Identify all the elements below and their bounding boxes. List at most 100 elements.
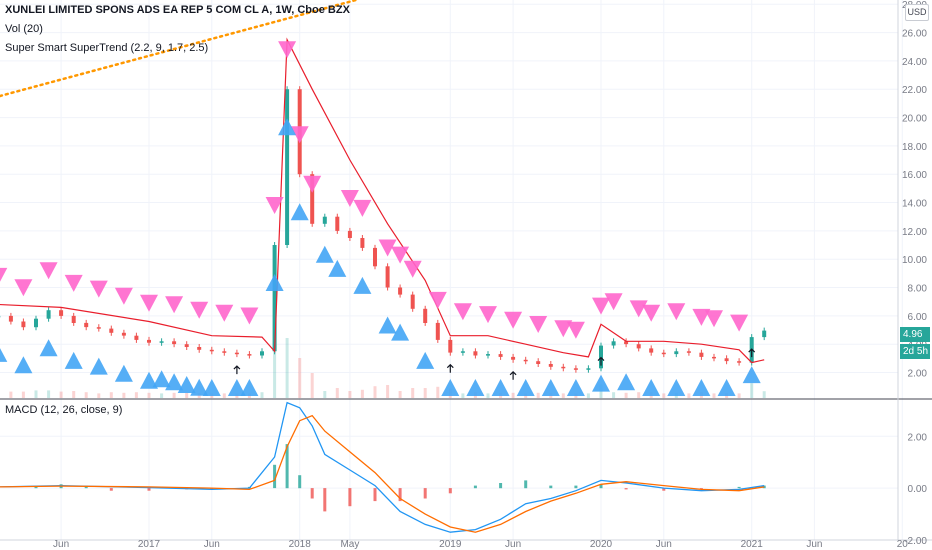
price-candle xyxy=(712,356,716,359)
sell-signal xyxy=(604,293,623,311)
arrow-marker xyxy=(233,365,241,375)
sell-signal xyxy=(278,41,297,59)
price-tick-label: 12.00 xyxy=(902,227,927,238)
sell-signal xyxy=(340,190,359,207)
volume-bar xyxy=(511,392,515,398)
volume-bar xyxy=(59,391,63,398)
time-tick-label: Jun xyxy=(204,539,220,550)
price-candle xyxy=(724,358,729,362)
buy-signal xyxy=(278,118,297,136)
macd-histogram-bar xyxy=(34,486,38,489)
volume-bar xyxy=(461,393,465,398)
volume-bar xyxy=(298,358,302,398)
price-tick-label: 20.00 xyxy=(902,114,927,125)
macd-line xyxy=(0,401,765,533)
volume-legend[interactable]: Vol (20) xyxy=(5,23,43,35)
price-candle xyxy=(322,216,327,224)
price-candle xyxy=(498,354,503,357)
supertrend-legend[interactable]: Super Smart SuperTrend (2.2, 9, 1.7, 2.5… xyxy=(5,42,209,54)
buy-signal xyxy=(114,364,133,382)
price-candle xyxy=(59,310,64,316)
volume-bar xyxy=(97,393,101,398)
price-candle xyxy=(548,364,553,367)
macd-histogram-bar xyxy=(147,488,151,491)
sell-signal xyxy=(391,246,410,264)
volume-bar xyxy=(310,373,314,398)
volume-bar xyxy=(348,391,352,398)
macd-legend[interactable]: MACD (12, 26, close, 9) xyxy=(5,404,123,416)
volume-bar xyxy=(750,383,754,398)
volume-bar xyxy=(737,393,741,398)
time-tick-label: 2017 xyxy=(138,539,161,550)
volume-bar xyxy=(637,392,641,398)
sell-signal xyxy=(140,294,158,312)
price-tick-label: 14.00 xyxy=(902,199,927,210)
price-candle xyxy=(34,318,38,328)
price-candle xyxy=(247,354,252,356)
price-candle xyxy=(46,310,51,319)
chart-title: XUNLEI LIMITED SPONS ADS EA REP 5 COM CL… xyxy=(5,4,350,16)
price-candle xyxy=(523,359,528,362)
volume-bar xyxy=(172,392,176,398)
sell-signal xyxy=(428,291,447,309)
buy-signal xyxy=(14,356,33,374)
buy-signal xyxy=(315,245,334,263)
time-tick-label: 2018 xyxy=(289,539,312,550)
price-candle xyxy=(636,344,641,349)
volume-bar xyxy=(398,391,402,398)
macd-histogram-bar xyxy=(599,484,603,489)
volume-bar xyxy=(9,391,13,398)
price-tick-label: 10.00 xyxy=(902,255,927,266)
currency-badge[interactable]: USD xyxy=(905,4,929,21)
sell-signal xyxy=(692,308,711,326)
buy-signal xyxy=(516,379,535,396)
macd-histogram-bar xyxy=(737,486,741,489)
buy-signal xyxy=(642,379,661,396)
sell-signal xyxy=(479,306,497,324)
buy-signal xyxy=(240,379,259,396)
sell-signal xyxy=(0,267,8,282)
buy-signal xyxy=(290,203,309,221)
volume-bar xyxy=(84,392,88,398)
sell-signal xyxy=(215,304,234,322)
volume-bar xyxy=(72,391,76,398)
macd-histogram-bar xyxy=(323,488,327,512)
buy-signal xyxy=(165,373,184,391)
price-tick-label: 24.00 xyxy=(902,57,927,68)
price-candle xyxy=(486,354,490,356)
buy-signal xyxy=(391,323,410,341)
volume-bar xyxy=(386,385,390,398)
sell-signal xyxy=(14,279,33,297)
price-tick-label: 26.00 xyxy=(902,29,927,40)
price-candle xyxy=(159,341,164,343)
arrow-marker xyxy=(509,370,517,380)
sell-signal xyxy=(592,297,610,315)
volume-bar xyxy=(160,393,164,398)
macd-histogram-bar xyxy=(298,475,302,489)
buy-signal xyxy=(717,379,736,396)
macd-histogram-bar xyxy=(662,488,666,491)
time-tick-label: Jun xyxy=(505,539,521,550)
buy-signal xyxy=(466,379,485,396)
volume-bar xyxy=(222,393,226,398)
sell-signal xyxy=(64,274,83,292)
price-candle xyxy=(473,351,478,356)
sell-signal xyxy=(39,262,58,280)
volume-bar xyxy=(586,393,590,398)
sell-signal xyxy=(190,301,209,319)
volume-bar xyxy=(561,393,565,398)
volume-bar xyxy=(285,338,289,398)
price-tick-label: 2.00 xyxy=(908,369,928,380)
price-tick-label: 22.00 xyxy=(902,85,927,96)
macd-histogram-bar xyxy=(448,488,452,494)
price-candle xyxy=(373,247,377,267)
sell-signal xyxy=(403,260,422,278)
price-candle xyxy=(686,351,691,353)
buy-signal xyxy=(541,379,560,396)
macd-histogram-bar xyxy=(285,444,289,489)
sell-signal xyxy=(240,307,259,325)
price-candle xyxy=(347,230,352,238)
volume-bar xyxy=(624,392,628,398)
price-candle xyxy=(310,174,315,224)
